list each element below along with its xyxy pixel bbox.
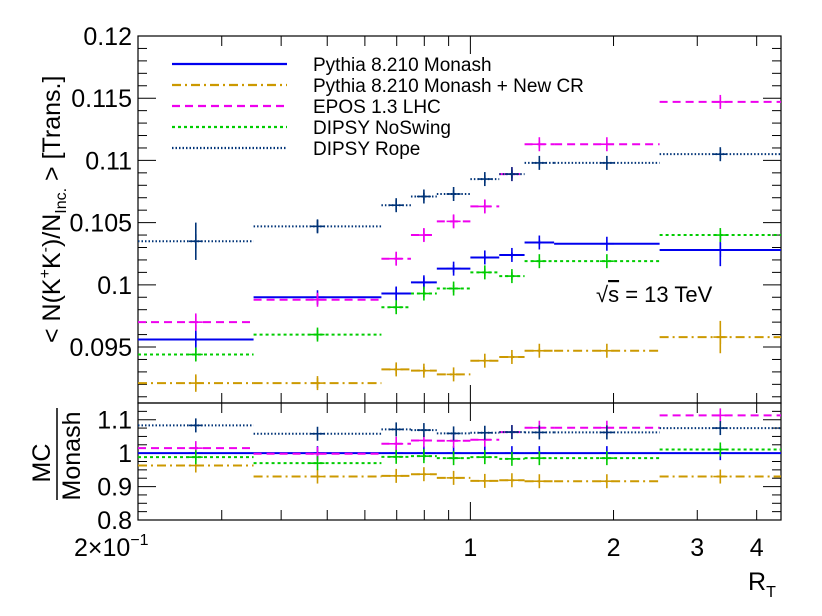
ratio-series bbox=[138, 408, 781, 489]
energy-annotation: √s = 13 TeV bbox=[596, 282, 713, 307]
main-y-tick-label: 0.1 bbox=[97, 272, 132, 300]
ratio-y-tick-label: 1.1 bbox=[97, 407, 132, 435]
x-axis-label: RT bbox=[748, 568, 776, 601]
ratio-y-axis-label: MC Monash bbox=[28, 408, 86, 500]
ratio-y-tick-label: 0.8 bbox=[97, 507, 132, 535]
x-tick-label: 3 bbox=[690, 534, 704, 562]
main-y-tick-label: 0.095 bbox=[69, 334, 132, 362]
x-tick-label: 4 bbox=[750, 534, 764, 562]
series-dipsy-noswing bbox=[138, 442, 781, 471]
legend-label: Pythia 8.210 Monash + New CR bbox=[313, 76, 584, 97]
series-dipsy-rope bbox=[138, 418, 781, 441]
ratio-y-ticks: 0.8 0.9 1 1.1 bbox=[97, 402, 781, 535]
legend-label: EPOS 1.3 LHC bbox=[313, 97, 441, 118]
main-y-axis-label: < N(K+K-)/NInc. > [Trans.] bbox=[37, 76, 70, 343]
legend-label: Pythia 8.210 Monash bbox=[313, 55, 492, 76]
x-tick-label: 1 bbox=[463, 534, 477, 562]
series-pythia-8-210-monash-new-cr bbox=[138, 458, 781, 489]
legend-label: DIPSY NoSwing bbox=[313, 118, 451, 139]
ratio-label-numerator: MC bbox=[28, 444, 56, 483]
x-axis-ticks: 2×10−1 1 2 3 4 bbox=[74, 36, 764, 562]
x-tick-label: 2×10−1 bbox=[74, 532, 149, 562]
main-y-tick-label: 0.11 bbox=[85, 147, 132, 175]
main-y-tick-label: 0.115 bbox=[71, 85, 132, 113]
ratio-y-tick-label: 0.9 bbox=[97, 474, 132, 502]
ratio-y-tick-label: 1 bbox=[118, 440, 132, 468]
ratio-label-denominator: Monash bbox=[58, 412, 86, 501]
main-y-tick-label: 0.12 bbox=[83, 23, 132, 51]
main-y-ticks: 0.095 0.1 0.105 0.11 0.115 0.12 bbox=[69, 23, 781, 398]
main-y-tick-label: 0.105 bbox=[69, 210, 132, 238]
x-tick-label: 2 bbox=[607, 534, 621, 562]
series-dipsy-noswing bbox=[138, 228, 781, 362]
ratio-plot-frame bbox=[137, 402, 782, 521]
series-pythia-8-210-monash-new-cr bbox=[138, 320, 781, 392]
series-dipsy-rope bbox=[138, 147, 781, 260]
main-series bbox=[138, 94, 781, 392]
legend-label: DIPSY Rope bbox=[313, 139, 420, 160]
